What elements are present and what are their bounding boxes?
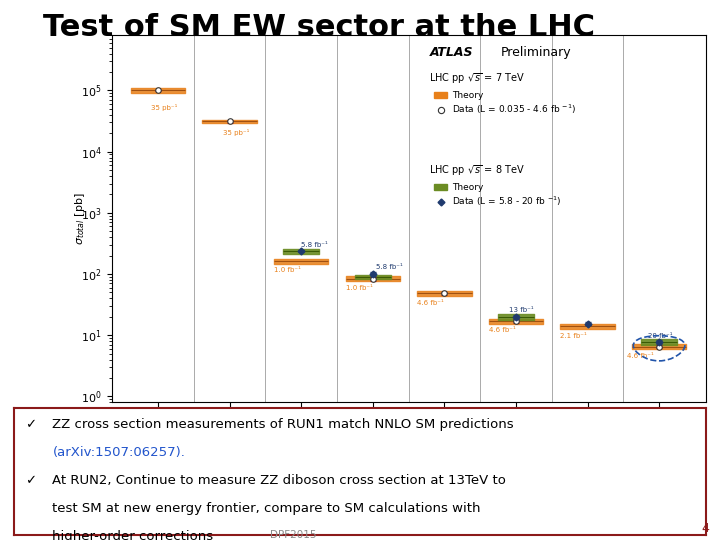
Text: ZZ cross section measurements of RUN1 match NNLO SM predictions: ZZ cross section measurements of RUN1 ma…: [53, 418, 514, 431]
Text: ✓: ✓: [24, 418, 36, 431]
Text: Preliminary: Preliminary: [500, 46, 571, 59]
Text: 13 fb⁻¹: 13 fb⁻¹: [509, 307, 534, 313]
Text: 1.0 fb⁻¹: 1.0 fb⁻¹: [274, 267, 301, 273]
Text: 1.0 fb⁻¹: 1.0 fb⁻¹: [346, 285, 372, 291]
Text: Test of SM EW sector at the LHC: Test of SM EW sector at the LHC: [43, 14, 595, 43]
Text: ✓: ✓: [24, 474, 36, 487]
Text: LHC pp $\sqrt{s}$ = 8 TeV: LHC pp $\sqrt{s}$ = 8 TeV: [429, 164, 526, 178]
Text: 20 fb⁻¹: 20 fb⁻¹: [648, 333, 673, 339]
Text: 5.8 fb⁻¹: 5.8 fb⁻¹: [301, 241, 328, 247]
Text: 4.6 fb⁻¹: 4.6 fb⁻¹: [417, 300, 444, 306]
Text: DPF2015: DPF2015: [270, 530, 317, 539]
Text: test SM at new energy frontier, compare to SM calculations with: test SM at new energy frontier, compare …: [53, 502, 481, 515]
Text: LHC pp $\sqrt{s}$ = 7 TeV: LHC pp $\sqrt{s}$ = 7 TeV: [429, 72, 526, 86]
Text: ATLAS: ATLAS: [429, 46, 473, 59]
Text: 35 pb⁻¹: 35 pb⁻¹: [222, 130, 249, 137]
Text: 4: 4: [701, 522, 709, 535]
Y-axis label: $\sigma_{total}\ \mathrm{[pb]}$: $\sigma_{total}\ \mathrm{[pb]}$: [73, 192, 86, 245]
Text: 4.6 fb⁻¹: 4.6 fb⁻¹: [627, 353, 654, 359]
Text: 5.8 fb⁻¹: 5.8 fb⁻¹: [377, 264, 403, 270]
Text: 2.1 fb⁻¹: 2.1 fb⁻¹: [560, 333, 587, 339]
Text: (arXiv:1507:06257).: (arXiv:1507:06257).: [53, 446, 185, 459]
Text: 4.6 fb⁻¹: 4.6 fb⁻¹: [489, 327, 516, 333]
Legend: Theory, Data (L = 5.8 - 20 fb $^{-1}$): Theory, Data (L = 5.8 - 20 fb $^{-1}$): [434, 183, 562, 208]
Text: higher-order corrections: higher-order corrections: [53, 530, 214, 540]
Text: 35 pb⁻¹: 35 pb⁻¹: [151, 104, 177, 111]
Text: At RUN2, Continue to measure ZZ diboson cross section at 13TeV to: At RUN2, Continue to measure ZZ diboson …: [53, 474, 506, 487]
